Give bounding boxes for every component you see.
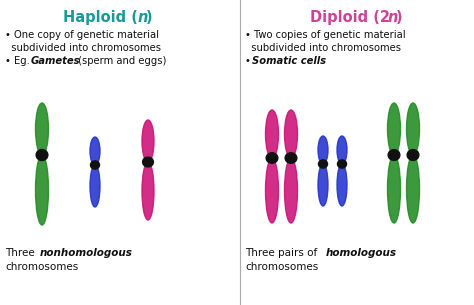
Ellipse shape [90,165,100,207]
Text: Diploid (2: Diploid (2 [310,10,390,25]
Text: chromosomes: chromosomes [5,262,78,272]
Text: chromosomes: chromosomes [245,262,318,272]
Text: Gametes: Gametes [31,56,81,66]
Ellipse shape [36,149,48,160]
Text: Somatic cells: Somatic cells [252,56,326,66]
Ellipse shape [285,153,297,163]
Text: • Two copies of genetic material
  subdivided into chromosomes: • Two copies of genetic material subdivi… [245,30,406,53]
Text: • Eg.: • Eg. [5,56,33,66]
Ellipse shape [36,103,48,155]
Ellipse shape [266,153,278,163]
Ellipse shape [318,164,328,206]
Ellipse shape [91,161,100,169]
Ellipse shape [265,158,279,223]
Text: • One copy of genetic material
  subdivided into chromosomes: • One copy of genetic material subdivide… [5,30,161,53]
Ellipse shape [337,136,347,164]
Text: (sperm and eggs): (sperm and eggs) [75,56,166,66]
Ellipse shape [36,155,48,225]
Text: n: n [138,10,148,25]
Ellipse shape [407,103,419,155]
Ellipse shape [388,103,401,155]
Text: ): ) [146,10,153,25]
Ellipse shape [284,110,298,158]
Text: nonhomologous: nonhomologous [40,248,133,258]
Ellipse shape [143,157,154,167]
Text: Three: Three [5,248,38,258]
Ellipse shape [265,110,279,158]
Ellipse shape [407,149,419,160]
Ellipse shape [142,162,154,220]
Ellipse shape [318,136,328,164]
Ellipse shape [284,158,298,223]
Text: ): ) [396,10,402,25]
Ellipse shape [337,164,347,206]
Text: •: • [245,56,254,66]
Ellipse shape [142,120,154,162]
Ellipse shape [337,160,346,168]
Text: Three pairs of: Three pairs of [245,248,320,258]
Ellipse shape [319,160,328,168]
Ellipse shape [90,137,100,165]
Text: n: n [388,10,398,25]
Text: Haploid (: Haploid ( [63,10,137,25]
Text: homologous: homologous [326,248,397,258]
Ellipse shape [388,155,401,223]
Ellipse shape [388,149,400,160]
Ellipse shape [407,155,419,223]
